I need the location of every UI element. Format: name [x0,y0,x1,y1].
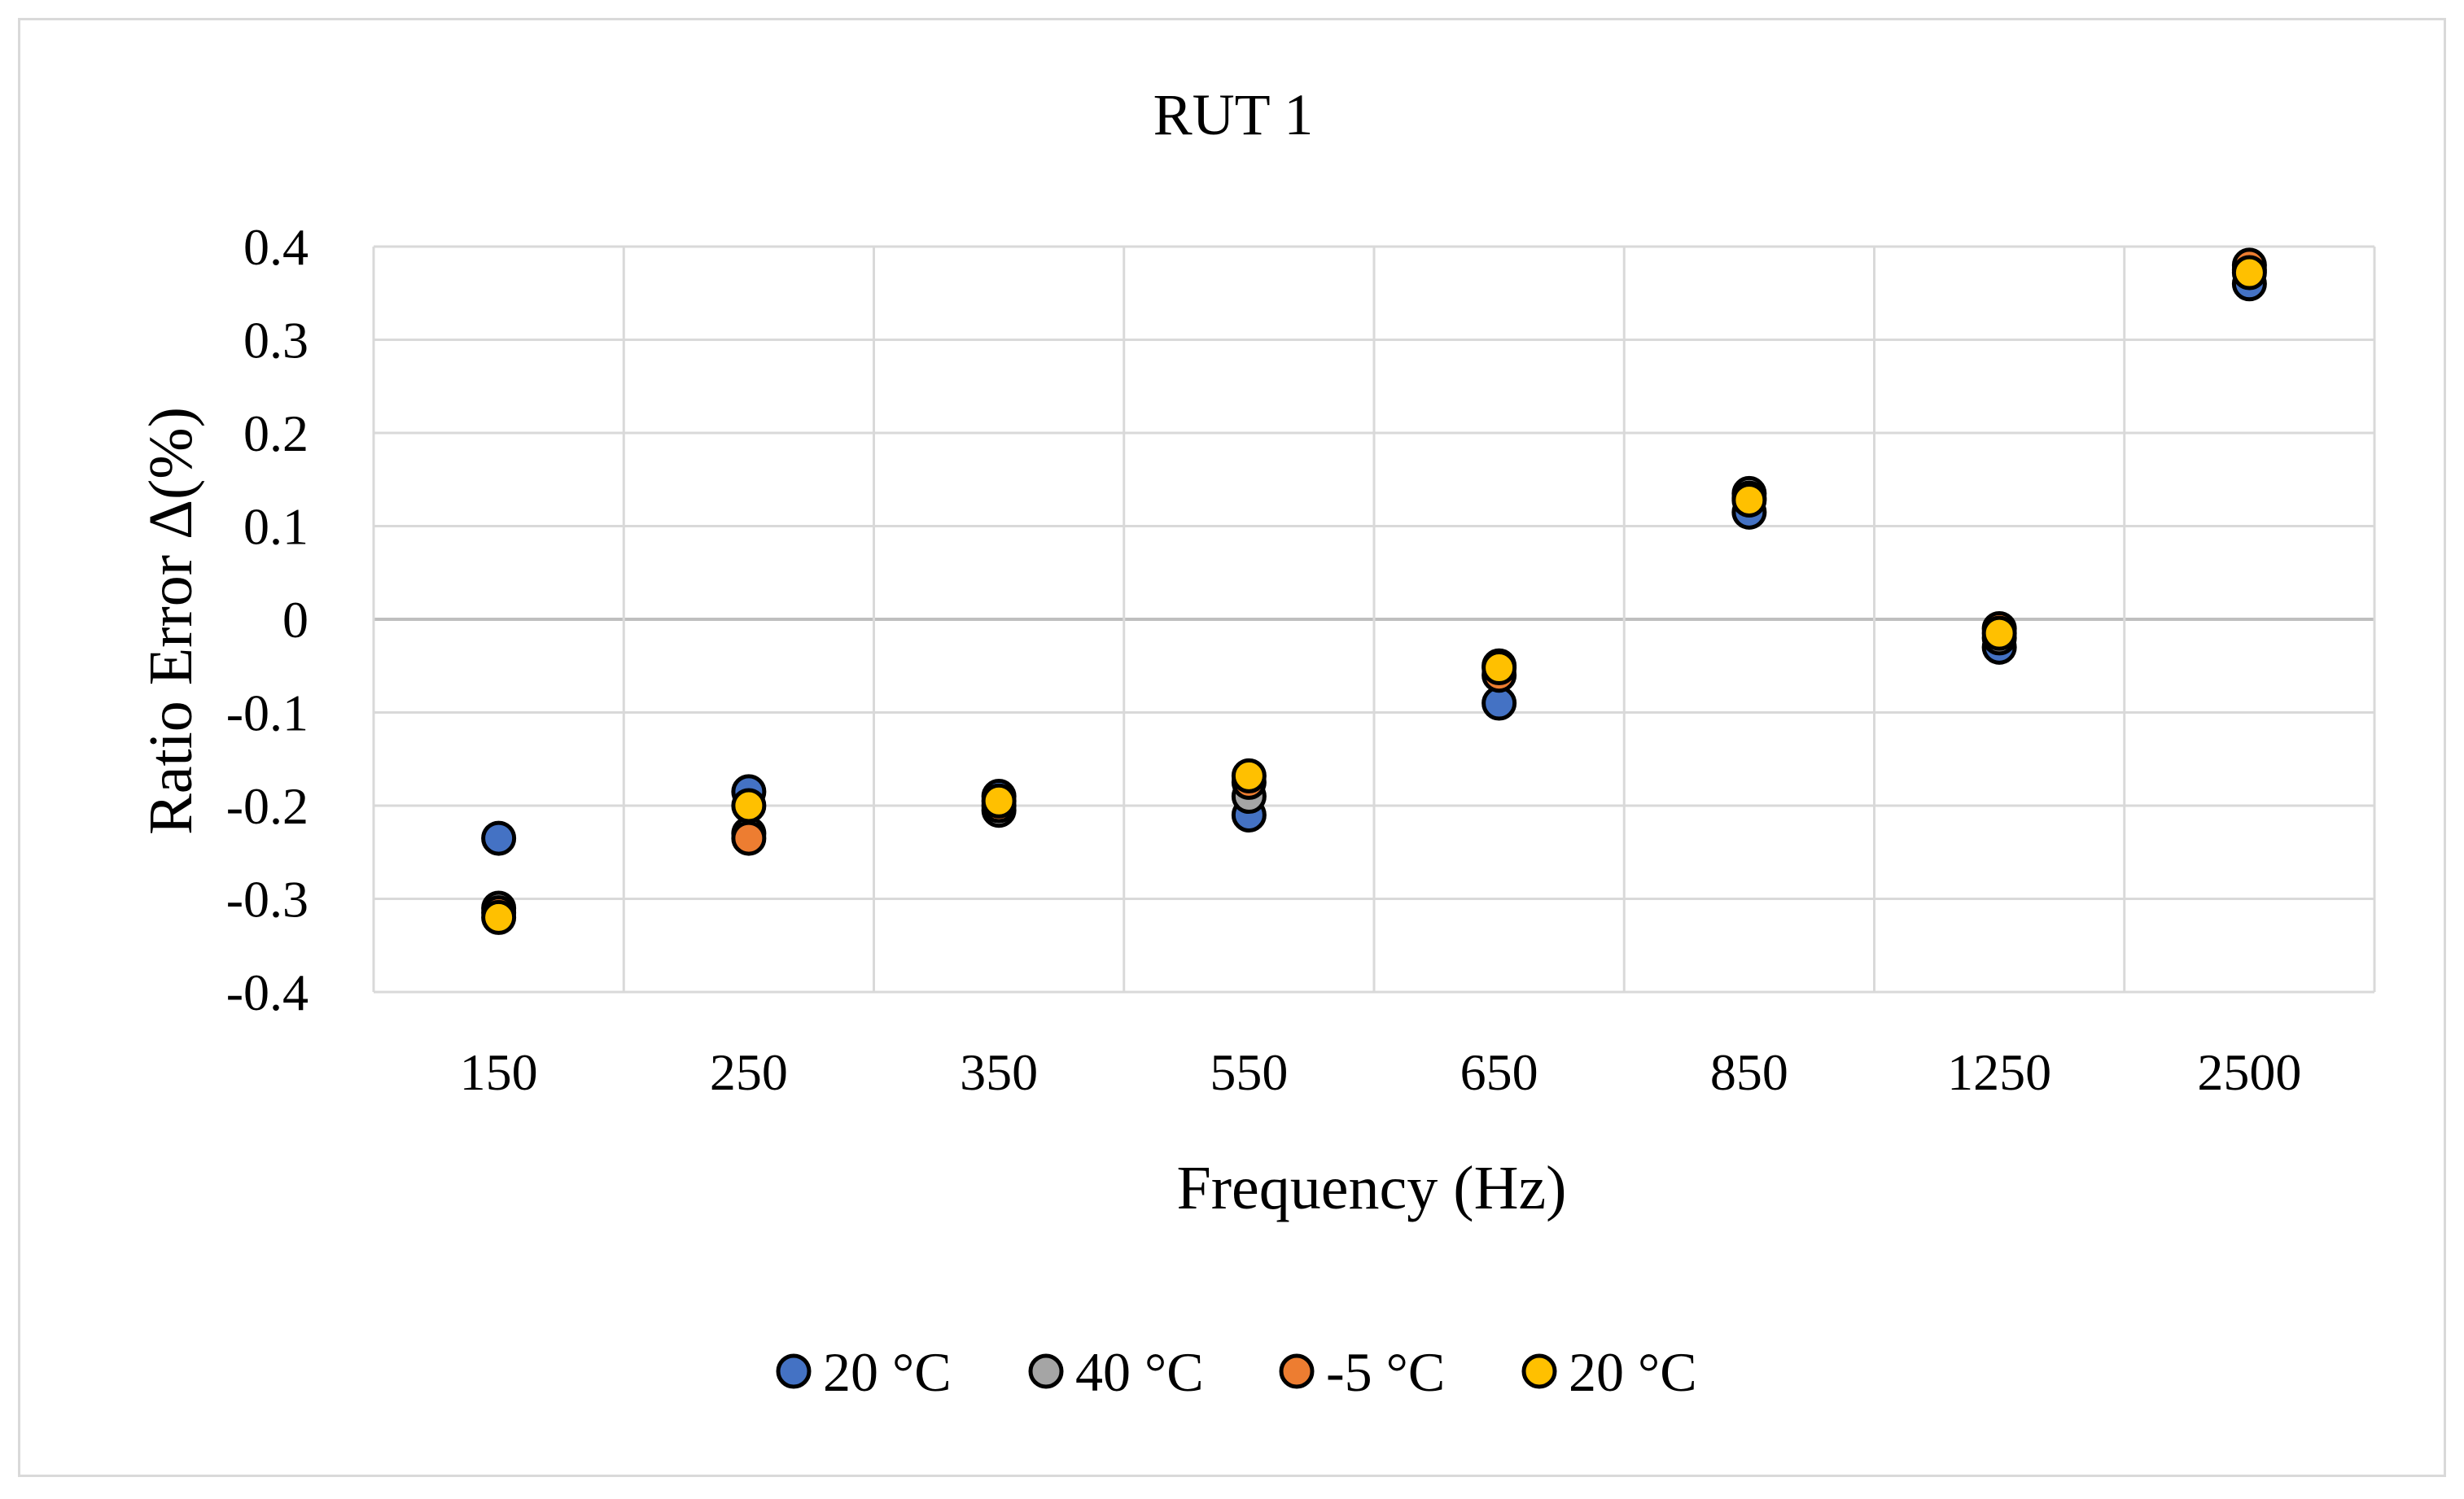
legend-item: -5 °C [1279,1341,1445,1403]
x-tick-label: 2500 [2197,1043,2301,1101]
legend-item: 40 °C [1028,1341,1204,1403]
legend-item: 20 °C [1521,1341,1697,1403]
y-tick-label: -0.2 [226,777,309,835]
x-tick-label: 850 [1710,1043,1788,1101]
y-tick-label: -0.1 [226,684,309,742]
y-tick-label: 0.2 [243,404,309,462]
legend-label: 40 °C [1075,1341,1204,1403]
markers [481,247,2267,935]
y-tick-label: -0.4 [226,964,309,1021]
data-point [981,783,1017,819]
x-axis-title: Frequency (Hz) [1176,1154,1566,1222]
legend-label: -5 °C [1326,1341,1445,1403]
data-point [731,820,767,856]
data-point [1231,758,1267,793]
x-tick-label: 350 [960,1043,1038,1101]
data-point [481,820,517,856]
y-axis: 0.4 0.3 0.2 0.1 0 -0.1 -0.2 -0.3 -0.4 [226,218,309,1021]
y-tick-label: 0 [282,591,309,649]
legend-label: 20 °C [1569,1341,1697,1403]
y-axis-title: Ratio Error Δ(%) [137,407,205,835]
legend-marker [1521,1353,1557,1389]
legend-marker [776,1353,812,1389]
data-point [2231,255,2267,291]
chart-svg: RUT 1 0.4 0.3 0.2 0.1 0 -0.1 -0.2 -0.3 -0.4 150 2… [137,82,2376,1403]
legend-item: 20 °C [776,1341,952,1403]
chart-frame: RUT 1 0.4 0.3 0.2 0.1 0 -0.1 -0.2 -0.3 -0.4 150 2… [18,18,2446,1477]
x-tick-label: 250 [710,1043,788,1101]
data-point [1481,650,1517,686]
chart-title: RUT 1 [1153,82,1314,147]
x-tick-label: 650 [1460,1043,1538,1101]
data-point [731,788,767,824]
x-tick-label: 550 [1210,1043,1288,1101]
y-tick-label: 0.1 [243,498,309,556]
x-tick-label: 1250 [1947,1043,2051,1101]
y-tick-label: 0.3 [243,312,309,369]
x-tick-label: 150 [460,1043,538,1101]
legend-label: 20 °C [823,1341,952,1403]
data-point [1731,482,1767,518]
grid-layer [372,245,2376,994]
y-tick-label: -0.3 [226,871,309,929]
data-point [1981,615,2017,651]
series-3 [481,255,2267,935]
legend-marker [1028,1353,1064,1389]
x-axis: 150 250 350 550 650 850 1250 2500 [460,1043,2302,1101]
data-point [481,899,517,935]
y-tick-label: 0.4 [243,218,309,276]
legend: 20 °C 40 °C -5 °C 20 °C [776,1341,1697,1403]
legend-marker [1279,1353,1315,1389]
